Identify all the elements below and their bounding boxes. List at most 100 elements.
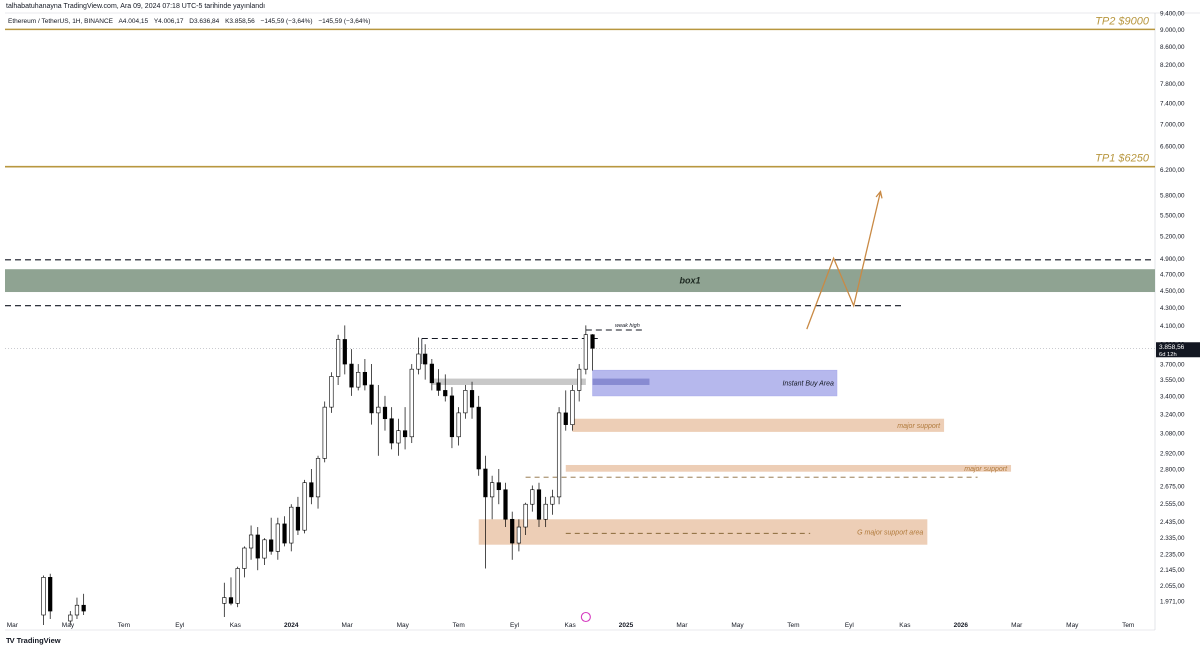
candle-body[interactable] xyxy=(423,353,428,365)
weak-high-label: weak high xyxy=(615,323,640,329)
y-tick-label: 7.800,00 xyxy=(1160,81,1185,88)
projection-path[interactable] xyxy=(806,191,882,330)
y-tick-label: 2.675,00 xyxy=(1160,484,1185,491)
candle-body[interactable] xyxy=(416,353,421,370)
candle-body[interactable] xyxy=(262,539,267,559)
bar-replay-icon[interactable] xyxy=(580,611,591,623)
candle-body[interactable] xyxy=(309,482,314,498)
candle-body[interactable] xyxy=(369,384,374,414)
candle-body[interactable] xyxy=(81,604,86,612)
candle-body[interactable] xyxy=(228,597,234,604)
candle-body[interactable] xyxy=(463,390,468,414)
candle-body[interactable] xyxy=(329,376,334,408)
candle-body[interactable] xyxy=(376,406,381,414)
y-tick-label: 7.000,00 xyxy=(1160,121,1185,128)
symbol-legend: Ethereum / TetherUS, 1H, BINANCE A4.004,… xyxy=(8,18,374,25)
candle-body[interactable] xyxy=(476,406,481,470)
projection-arrowhead xyxy=(875,190,883,199)
candle-body[interactable] xyxy=(483,468,488,498)
candle-body[interactable] xyxy=(382,406,388,420)
candle-body[interactable] xyxy=(436,382,441,391)
candle-body[interactable] xyxy=(523,503,528,528)
candle-body[interactable] xyxy=(356,371,361,388)
candle-body[interactable] xyxy=(349,363,354,388)
y-tick-label: 4.300,00 xyxy=(1160,305,1185,312)
candle-body[interactable] xyxy=(336,339,341,377)
candle-body[interactable] xyxy=(289,506,294,544)
candle-body[interactable] xyxy=(583,334,588,370)
candle-body[interactable] xyxy=(469,390,475,408)
y-tick-label: 7.400,00 xyxy=(1160,101,1185,108)
box1-label: box1 xyxy=(679,276,700,286)
candle-body[interactable] xyxy=(577,368,582,391)
y-tick-label: 2.145,00 xyxy=(1160,567,1185,574)
candle-body[interactable] xyxy=(530,489,535,505)
y-tick-label: 4.900,00 xyxy=(1160,256,1185,263)
candle-body[interactable] xyxy=(342,339,347,365)
candle-body[interactable] xyxy=(536,489,542,520)
candle-body[interactable] xyxy=(490,482,495,498)
candle-body[interactable] xyxy=(302,482,307,531)
candle-body[interactable] xyxy=(362,371,367,386)
last-price-value: 3.858,56 xyxy=(1159,344,1185,351)
candle-body[interactable] xyxy=(516,526,522,544)
candle-body[interactable] xyxy=(449,395,455,438)
y-tick-label: 3.240,00 xyxy=(1160,412,1185,419)
candle-body[interactable] xyxy=(269,539,274,552)
tp1-label: TP1 $6250 xyxy=(1095,153,1150,165)
candle-body[interactable] xyxy=(543,503,548,520)
major-support-zone[interactable] xyxy=(572,418,945,432)
symbol-name[interactable]: Ethereum / TetherUS, 1H, BINANCE xyxy=(8,18,114,25)
tradingview-brand[interactable]: TV TradingView xyxy=(6,636,61,645)
candle-body[interactable] xyxy=(456,412,461,438)
x-tick-label: Tem xyxy=(787,622,799,629)
candle-body[interactable] xyxy=(443,390,448,397)
y-tick-label: 2.435,00 xyxy=(1160,519,1185,526)
candle-body[interactable] xyxy=(389,418,394,444)
candle-body[interactable] xyxy=(550,496,555,505)
candle-body[interactable] xyxy=(282,523,287,544)
ohlc-open: A4.004,15 xyxy=(118,18,149,25)
candle-body[interactable] xyxy=(248,534,254,549)
ohlc-change: −145,59 (−3,64%) xyxy=(260,18,313,25)
major-support-zone[interactable] xyxy=(478,519,928,545)
candle-body[interactable] xyxy=(503,489,508,520)
candle-body[interactable] xyxy=(409,368,414,438)
y-tick-label: 3.550,00 xyxy=(1160,377,1185,384)
grey-zone xyxy=(431,378,586,385)
x-tick-label: Mar xyxy=(342,622,354,629)
y-tick-label: 8.200,00 xyxy=(1160,62,1185,69)
y-tick-label: 4.700,00 xyxy=(1160,271,1185,278)
box1-zone[interactable] xyxy=(5,269,1155,293)
x-tick-label: Eyl xyxy=(510,622,520,629)
candle-body[interactable] xyxy=(41,577,46,616)
candle-body[interactable] xyxy=(322,406,327,459)
candle-body[interactable] xyxy=(590,334,595,349)
major-support-zone[interactable] xyxy=(565,464,1012,472)
y-tick-label: 2.055,00 xyxy=(1160,583,1185,590)
candle-body[interactable] xyxy=(510,518,515,544)
y-tick-label: 2.920,00 xyxy=(1160,451,1185,458)
last-price-tag xyxy=(1156,342,1200,358)
candle-body[interactable] xyxy=(242,547,247,569)
candle-body[interactable] xyxy=(315,458,321,498)
candle-body[interactable] xyxy=(74,604,80,616)
candle-body[interactable] xyxy=(496,482,501,491)
candle-body[interactable] xyxy=(570,390,575,425)
candle-body[interactable] xyxy=(429,363,434,384)
candle-body[interactable] xyxy=(396,430,401,444)
candle-body[interactable] xyxy=(402,430,408,438)
candle-body[interactable] xyxy=(222,597,227,604)
x-tick-label: May xyxy=(731,622,744,629)
candle-body[interactable] xyxy=(563,412,568,425)
y-tick-label: 4.100,00 xyxy=(1160,323,1185,330)
candle-body[interactable] xyxy=(295,506,301,531)
candle-body[interactable] xyxy=(556,412,562,498)
candle-body[interactable] xyxy=(235,568,240,604)
candle-body[interactable] xyxy=(255,534,260,559)
candle-body[interactable] xyxy=(275,523,280,552)
x-tick-label: May xyxy=(62,622,75,629)
candle-body[interactable] xyxy=(48,577,53,612)
candle-body[interactable] xyxy=(68,614,73,622)
